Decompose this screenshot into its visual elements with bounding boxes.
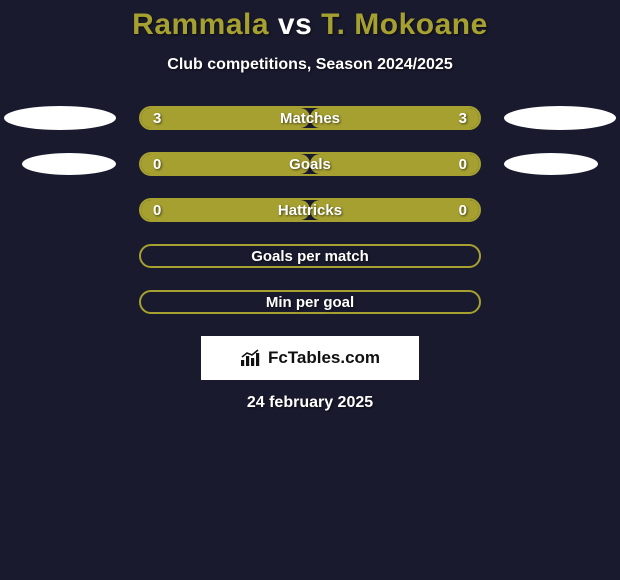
- stats-rows: 3 Matches 3 0 Goals 0 0 Hattricks 0 Goals per mat…: [0, 106, 620, 314]
- stat-label: Goals: [289, 156, 331, 173]
- stat-row: Min per goal: [0, 290, 620, 314]
- chart-icon: [240, 349, 262, 367]
- stat-row: 0 Hattricks 0: [0, 198, 620, 222]
- subtitle: Club competitions, Season 2024/2025: [0, 56, 620, 74]
- stat-row: Goals per match: [0, 244, 620, 268]
- stat-pill: Min per goal: [139, 290, 481, 314]
- stat-label: Hattricks: [278, 202, 342, 219]
- player2-marker: [504, 153, 598, 175]
- stat-pill: 0 Goals 0: [139, 152, 481, 176]
- brand-text: FcTables.com: [268, 348, 380, 368]
- player2-marker: [504, 106, 616, 130]
- player1-marker: [22, 153, 116, 175]
- brand-badge: FcTables.com: [201, 336, 419, 380]
- stat-value-right: 3: [459, 110, 467, 127]
- page-title: Rammala vs T. Mokoane: [0, 8, 620, 42]
- stat-pill: 0 Hattricks 0: [139, 198, 481, 222]
- stat-value-left: 0: [153, 156, 161, 173]
- stat-value-left: 0: [153, 202, 161, 219]
- date-label: 24 february 2025: [0, 394, 620, 412]
- fill-right: [310, 154, 479, 174]
- stat-label: Min per goal: [266, 294, 354, 311]
- player1-marker: [4, 106, 116, 130]
- stat-value-right: 0: [459, 202, 467, 219]
- vs-label: vs: [278, 8, 312, 41]
- stat-pill: 3 Matches 3: [139, 106, 481, 130]
- stat-pill: Goals per match: [139, 244, 481, 268]
- stat-label: Goals per match: [251, 248, 369, 265]
- stat-row: 0 Goals 0: [0, 152, 620, 176]
- player1-name: Rammala: [132, 8, 269, 41]
- fill-left: [141, 154, 310, 174]
- player2-name: T. Mokoane: [321, 8, 488, 41]
- stat-row: 3 Matches 3: [0, 106, 620, 130]
- comparison-infographic: Rammala vs T. Mokoane Club competitions,…: [0, 0, 620, 580]
- stat-value-right: 0: [459, 156, 467, 173]
- stat-label: Matches: [280, 110, 340, 127]
- stat-value-left: 3: [153, 110, 161, 127]
